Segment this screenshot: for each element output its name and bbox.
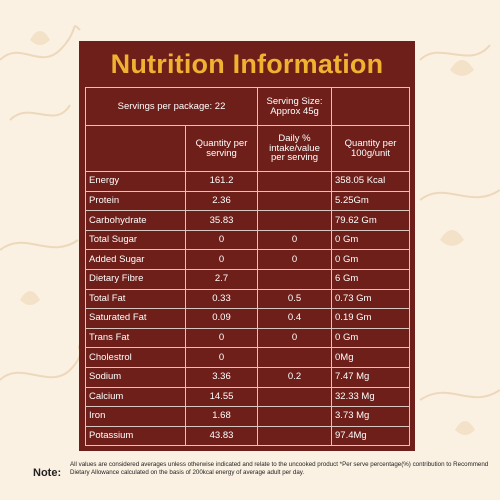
servings-per-package: Servings per package: 22 [84, 87, 259, 126]
table-header-servings: Servings per package: 22 Serving Size: A… [84, 87, 411, 126]
table-row: Saturated Fat 0.09 0.4 0.19 Gm [85, 308, 411, 329]
qty-per-100g: 0Mg [331, 347, 411, 368]
qty-per-serving: 0 [184, 249, 259, 270]
daily-intake [257, 268, 333, 290]
qty-per-serving: 0 [184, 229, 259, 251]
table-row: Protein 2.36 5.25Gm [85, 190, 411, 212]
header-empty-cell [331, 87, 411, 126]
qty-per-100g: 79.62 Gm [331, 210, 411, 231]
daily-intake: 0.2 [257, 366, 333, 388]
nutrient-name: Calcium [85, 386, 186, 408]
table-row: Total Fat 0.33 0.5 0.73 Gm [85, 288, 411, 310]
qty-per-serving: 0.33 [184, 288, 259, 310]
qty-per-100g: 358.05 Kcal [331, 171, 411, 192]
nutrient-name: Saturated Fat [85, 308, 186, 329]
table-row: Cholestrol 0 0Mg [85, 347, 411, 368]
daily-intake [257, 386, 333, 408]
table-row: Sodium 3.36 0.2 7.47 Mg [85, 366, 411, 388]
table-header-columns: Quantity per serving Daily % intake/valu… [85, 125, 411, 172]
daily-intake: 0.5 [257, 288, 333, 310]
nutrient-name: Added Sugar [85, 249, 186, 270]
qty-per-100g: 7.47 Mg [331, 366, 411, 388]
nutrient-name: Energy [85, 171, 186, 192]
daily-intake [257, 425, 333, 447]
qty-per-100g: 32.33 Mg [331, 386, 411, 408]
nutrient-name: Total Fat [85, 288, 186, 310]
daily-intake: 0 [257, 249, 333, 270]
nutrition-panel: Nutrition Information Servings per packa… [79, 41, 415, 451]
serving-size: Serving Size: Approx 45g [257, 87, 333, 126]
daily-intake [257, 190, 333, 212]
table-row: Added Sugar 0 0 0 Gm [85, 249, 411, 270]
qty-per-100g: 5.25Gm [331, 190, 411, 212]
qty-per-100g: 3.73 Mg [331, 406, 411, 427]
nutrient-name: Total Sugar [85, 229, 186, 251]
nutrient-name: Protein [85, 190, 186, 212]
qty-per-100g: 0 Gm [331, 229, 411, 251]
table-row: Carbohydrate 35.83 79.62 Gm [85, 210, 411, 231]
qty-per-serving: 14.55 [184, 386, 259, 408]
qty-per-100g: 0 Gm [331, 327, 411, 349]
daily-intake [257, 171, 333, 192]
col-qty-per-100g: Quantity per 100g/unit [331, 125, 411, 172]
qty-per-serving: 2.36 [184, 190, 259, 212]
qty-per-100g: 0.19 Gm [331, 308, 411, 329]
qty-per-serving: 1.68 [184, 406, 259, 427]
table-row: Total Sugar 0 0 0 Gm [85, 229, 411, 251]
qty-per-serving: 35.83 [184, 210, 259, 231]
qty-per-serving: 43.83 [184, 425, 259, 447]
qty-per-serving: 0.09 [184, 308, 259, 329]
header-blank-cell [85, 125, 186, 172]
qty-per-100g: 0 Gm [331, 249, 411, 270]
daily-intake [257, 210, 333, 231]
daily-intake: 0 [257, 229, 333, 251]
nutrient-name: Carbohydrate [85, 210, 186, 231]
nutrient-name: Cholestrol [85, 347, 186, 368]
nutrition-table: Servings per package: 22 Serving Size: A… [84, 87, 411, 447]
note-label: Note: [33, 467, 62, 479]
qty-per-100g: 0.73 Gm [331, 288, 411, 310]
table-row: Dietary Fibre 2.7 6 Gm [85, 268, 411, 290]
table-row: Calcium 14.55 32.33 Mg [85, 386, 411, 408]
nutrient-name: Potassium [85, 425, 186, 447]
daily-intake [257, 406, 333, 427]
col-daily-intake: Daily % intake/value per serving [257, 125, 333, 172]
qty-per-serving: 3.36 [184, 366, 259, 388]
qty-per-serving: 2.7 [184, 268, 259, 290]
col-qty-per-serving: Quantity per serving [184, 125, 259, 172]
table-row: Iron 1.68 3.73 Mg [85, 406, 411, 427]
nutrient-name: Dietary Fibre [85, 268, 186, 290]
nutrient-name: Trans Fat [85, 327, 186, 349]
note-text: All values are considered averages unles… [70, 461, 489, 477]
daily-intake: 0.4 [257, 308, 333, 329]
table-row: Energy 161.2 358.05 Kcal [85, 171, 411, 192]
nutrient-name: Sodium [85, 366, 186, 388]
qty-per-100g: 97.4Mg [331, 425, 411, 447]
daily-intake [257, 347, 333, 368]
qty-per-serving: 0 [184, 327, 259, 349]
qty-per-serving: 161.2 [184, 171, 259, 192]
daily-intake: 0 [257, 327, 333, 349]
qty-per-serving: 0 [184, 347, 259, 368]
table-row: Trans Fat 0 0 0 Gm [85, 327, 411, 349]
panel-title: Nutrition Information [110, 49, 384, 79]
qty-per-100g: 6 Gm [331, 268, 411, 290]
nutrient-name: Iron [85, 406, 186, 427]
table-row: Potassium 43.83 97.4Mg [85, 425, 411, 447]
